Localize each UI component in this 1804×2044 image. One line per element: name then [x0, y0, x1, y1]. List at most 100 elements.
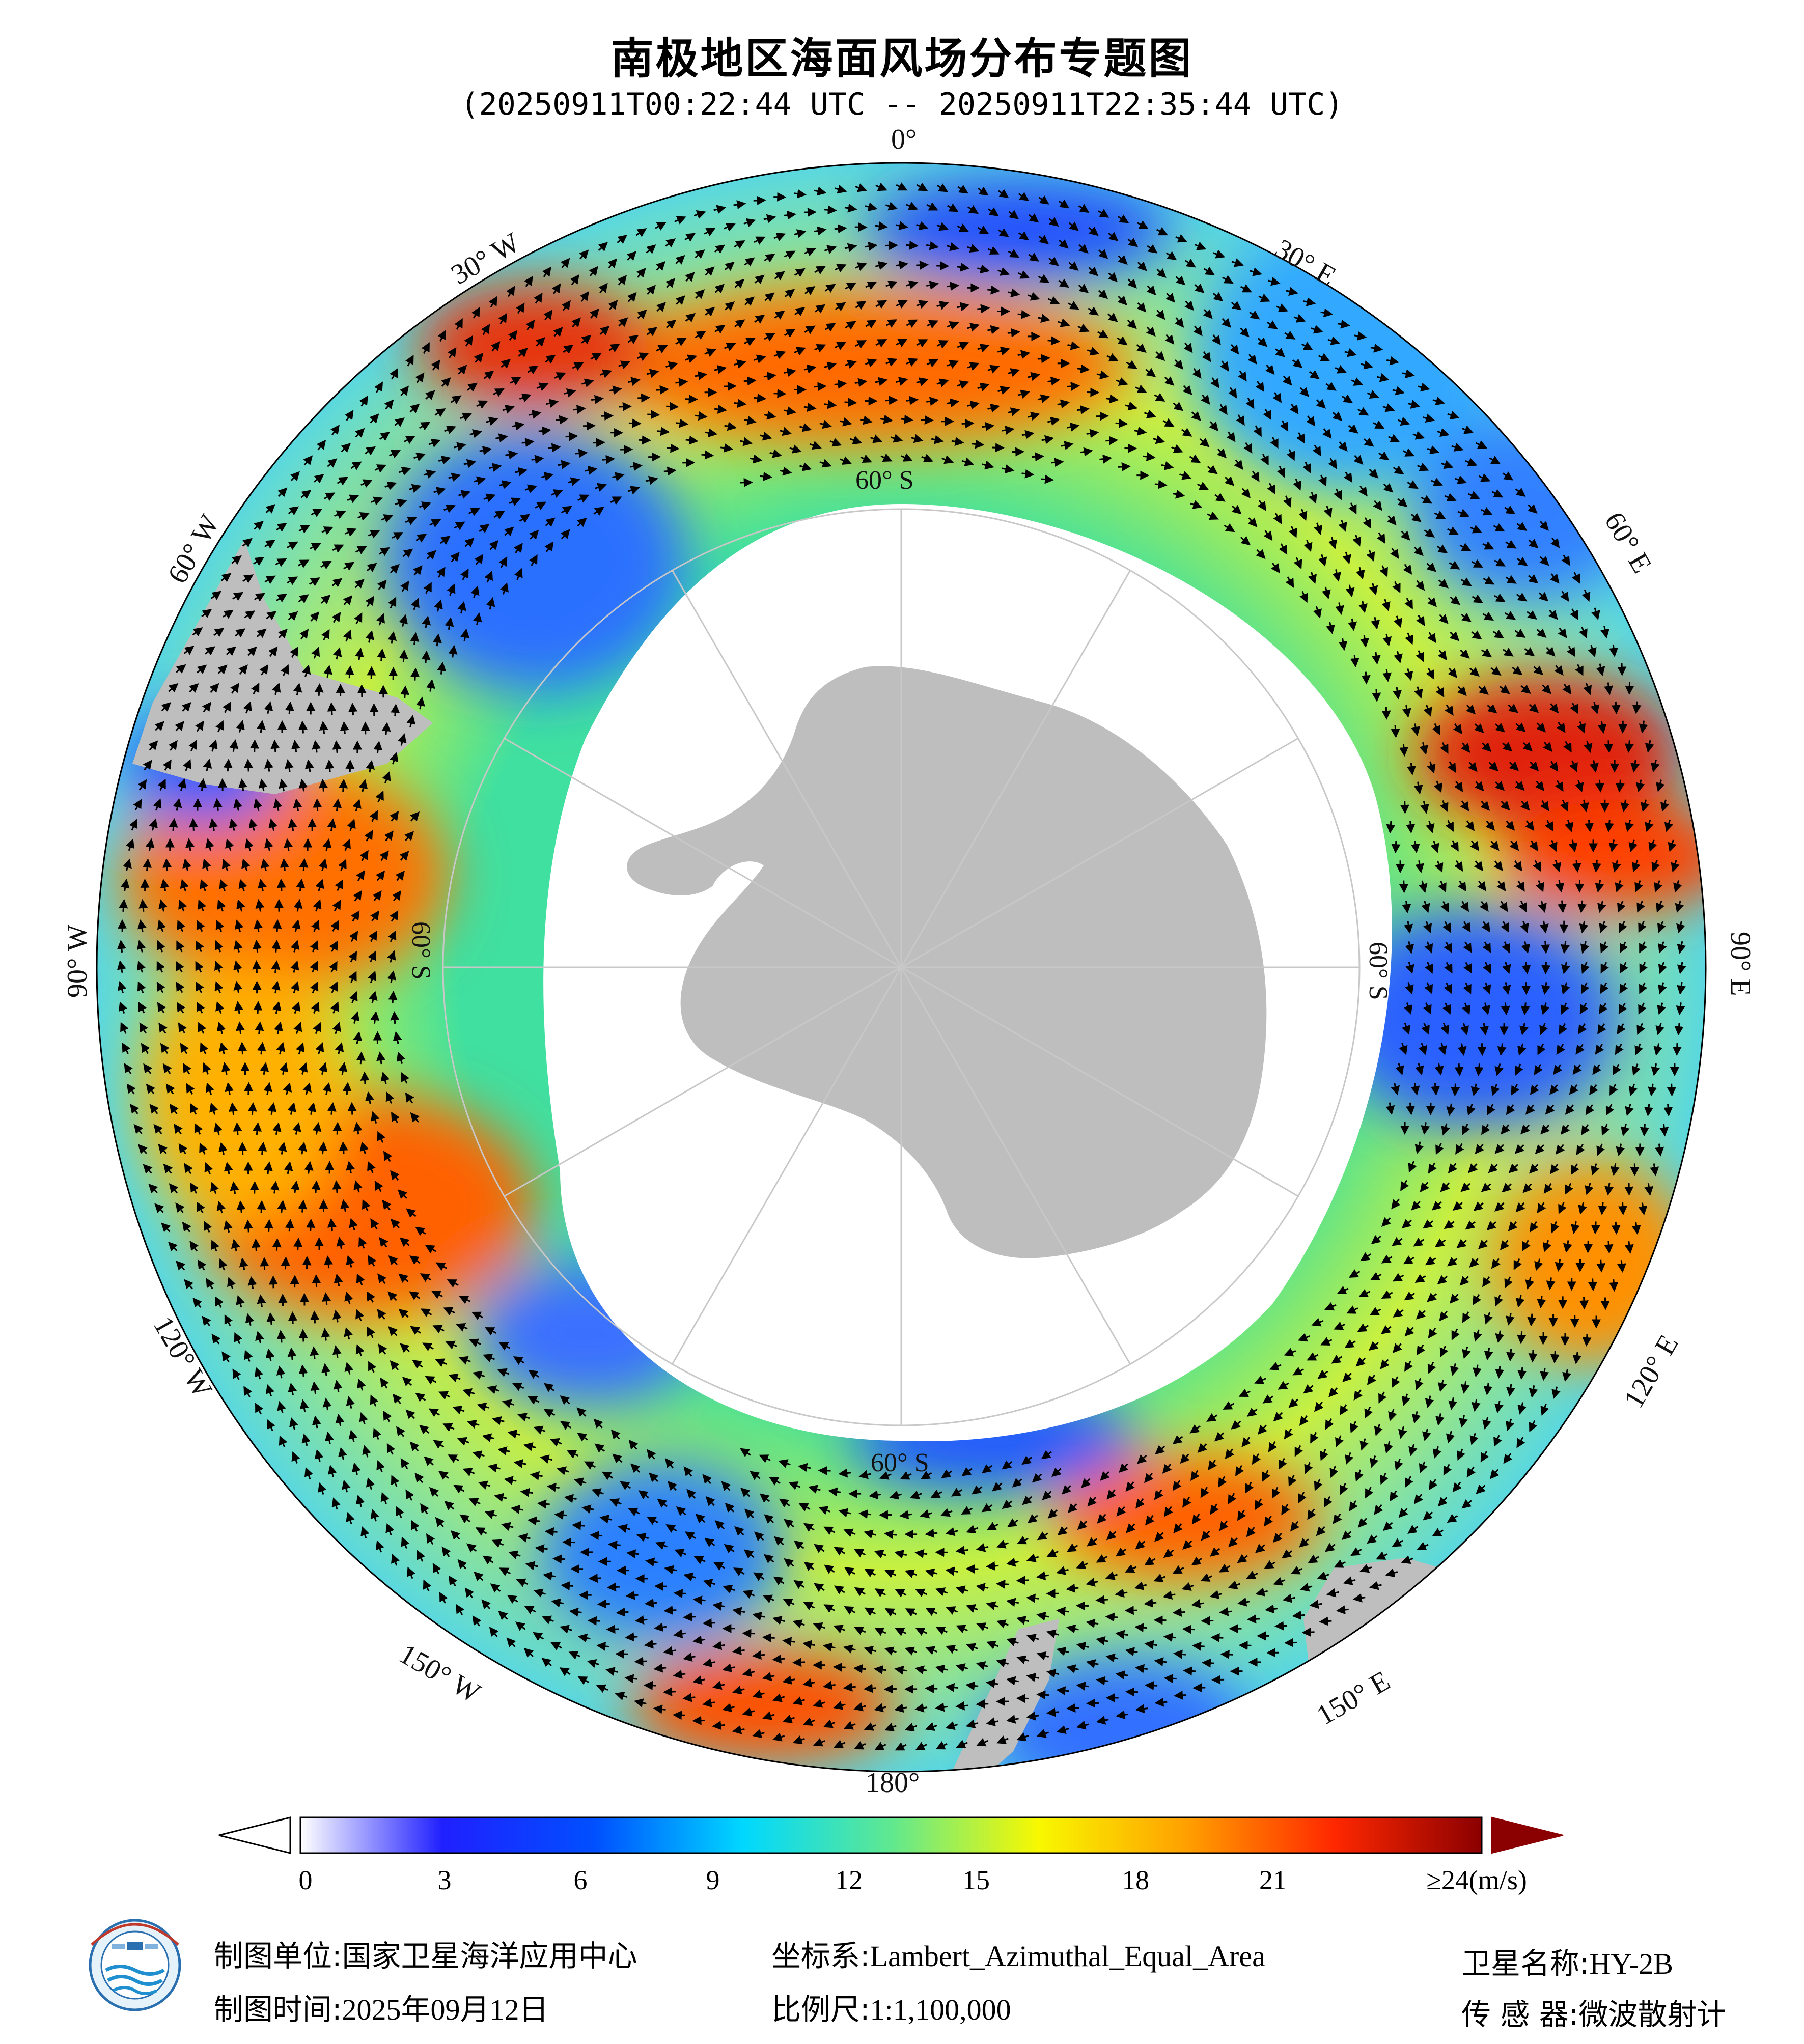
wind-vector [431, 1291, 443, 1299]
wind-vector [350, 1011, 360, 1024]
wind-vector [312, 1274, 321, 1287]
wind-vector [769, 449, 782, 458]
lat-label-top: 60° S [855, 466, 914, 495]
wind-vector [276, 878, 286, 891]
wind-vector [1246, 1407, 1258, 1417]
wind-vector [537, 1499, 550, 1509]
wind-vector [1028, 411, 1040, 421]
wind-vector [223, 759, 233, 772]
wind-vector [1086, 429, 1099, 438]
wind-vector [863, 1684, 876, 1693]
wind-vector [247, 1102, 257, 1115]
wind-vector [1407, 763, 1416, 775]
wind-vector [310, 1310, 320, 1324]
wind-vector [630, 462, 643, 471]
wind-vector [1441, 1123, 1450, 1136]
wind-vector [1206, 1413, 1218, 1422]
wind-vector [961, 1506, 973, 1515]
wind-vector [1081, 1478, 1091, 1489]
wind-vector [473, 612, 482, 625]
wind-vector [1021, 1455, 1033, 1465]
wind-vector [901, 453, 913, 462]
wind-vector [1663, 1104, 1673, 1117]
wind-vector [1402, 901, 1411, 914]
wind-vector [1381, 1254, 1393, 1264]
wind-vector [330, 1001, 339, 1014]
wind-vector [759, 432, 772, 441]
wind-vector [1371, 652, 1381, 665]
wind-vector [313, 798, 322, 811]
wind-vector [1360, 1252, 1371, 1262]
satellite-value: HY-2B [1589, 1947, 1673, 1980]
wind-vector [560, 1395, 570, 1405]
wind-vector [1293, 557, 1302, 570]
wind-vector [986, 1561, 999, 1571]
wind-vector [335, 1042, 344, 1055]
wind-vector [1303, 1384, 1314, 1394]
wind-vector [358, 779, 368, 792]
wind-vector [369, 991, 378, 1003]
wind-vector [385, 1091, 395, 1104]
crs-info: 坐标系:Lambert_Azimuthal_Equal_Area [771, 1932, 1265, 1975]
wind-vector [1371, 1235, 1381, 1245]
wind-vector [880, 453, 893, 462]
wind-vector [1584, 1240, 1593, 1253]
wind-vector [590, 1531, 603, 1541]
crs-label: 坐标系: [771, 1939, 870, 1973]
wind-vector [759, 1493, 770, 1503]
wind-vector [143, 858, 152, 872]
wind-vector [1326, 622, 1335, 635]
wind-vector [1301, 1628, 1315, 1637]
wind-vector [456, 1323, 468, 1332]
wind-vector [743, 376, 757, 386]
wind-vector [1211, 1675, 1225, 1685]
wind-vector [1604, 819, 1614, 832]
wind-vector [416, 696, 425, 710]
wind-vector [372, 890, 382, 902]
wind-vector [1470, 1083, 1480, 1097]
wind-vector [1095, 1595, 1108, 1605]
wind-vector [1016, 1694, 1029, 1703]
wind-vector [1401, 1022, 1410, 1035]
wind-vector [1421, 1122, 1430, 1135]
wind-vector [1119, 1463, 1129, 1473]
wind-vector [1007, 407, 1020, 416]
wind-vector [1154, 1697, 1168, 1707]
wind-vector [459, 1296, 471, 1304]
lat-label-right: 60° S [1364, 942, 1393, 1000]
wind-vector [606, 1625, 619, 1634]
wind-vector [483, 1354, 495, 1362]
wind-vector [420, 1273, 432, 1282]
wind-vector [1284, 1348, 1296, 1357]
wind-vector [1424, 982, 1433, 994]
wind-vector [484, 571, 493, 583]
wind-vector [560, 529, 570, 540]
wind-vector [162, 858, 172, 872]
map-title: 南极地区海面风场分布专题图 [610, 34, 1194, 83]
producer-info: 制图单位:国家卫星海洋应用中心 [214, 1932, 637, 1975]
wind-vector [891, 434, 903, 443]
wind-vector [545, 517, 556, 527]
wind-vector [1191, 1641, 1205, 1651]
wind-vector [1527, 1313, 1537, 1327]
wind-vector [1067, 1503, 1077, 1513]
wind-vector [1674, 1023, 1684, 1036]
wind-vector [365, 1091, 374, 1104]
wind-vector [740, 478, 753, 487]
wind-vector [512, 1382, 524, 1391]
wind-vector [1520, 1002, 1530, 1016]
wind-vector [1041, 1450, 1052, 1460]
wind-vector [1214, 493, 1226, 502]
wind-vector [382, 771, 391, 783]
wind-vector [548, 443, 561, 453]
wind-vector [325, 759, 335, 772]
graticule [442, 508, 1361, 1426]
wind-vector [1144, 1473, 1154, 1483]
wind-vector [1410, 841, 1420, 853]
colorbar-under-arrow [218, 1816, 291, 1854]
wind-vector [353, 1031, 363, 1044]
wind-vector [1426, 821, 1435, 833]
wind-vector [760, 471, 773, 481]
wind-vector [380, 1071, 390, 1084]
wind-vector [276, 1330, 286, 1343]
